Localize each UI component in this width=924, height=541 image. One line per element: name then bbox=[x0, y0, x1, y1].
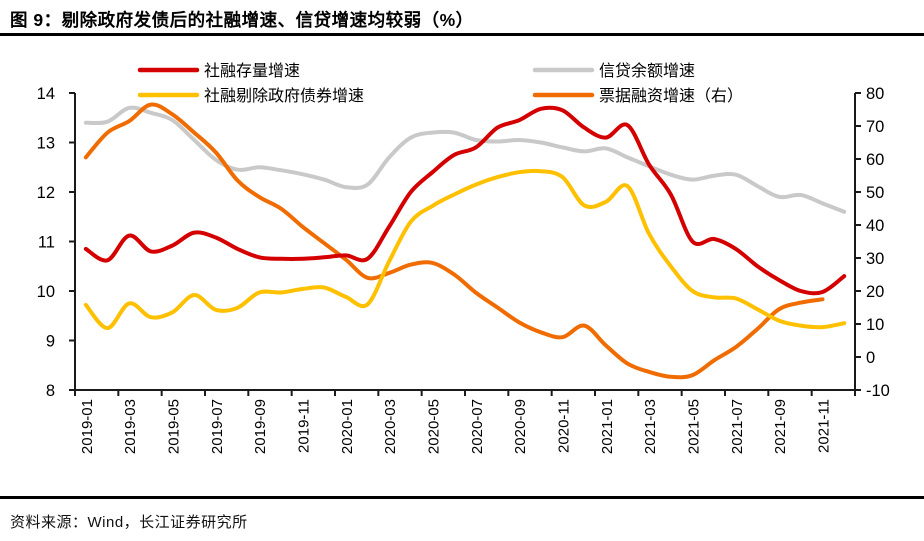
x-tick-label: 2020-05 bbox=[426, 399, 443, 454]
y-axis-left-label: 12 bbox=[37, 184, 55, 202]
source-note: 资料来源：Wind，长江证券研究所 bbox=[10, 514, 248, 531]
x-tick-label: 2020-09 bbox=[512, 399, 529, 454]
legend-label-tsf-ex-gov-bonds: 社融剔除政府债券增速 bbox=[204, 87, 364, 105]
y-axis-left-label: 13 bbox=[37, 135, 55, 153]
y-axis-left-label: 14 bbox=[37, 85, 55, 103]
y-axis-right-label: -10 bbox=[866, 382, 890, 400]
y-axis-left-label: 9 bbox=[46, 333, 55, 351]
x-tick-label: 2021-09 bbox=[772, 399, 789, 454]
figure-title: 图 9：剔除政府发债后的社融增速、信贷增速均较弱（%） bbox=[10, 10, 474, 30]
x-tick-label: 2020-01 bbox=[339, 399, 356, 454]
bill-financing-line bbox=[83, 102, 825, 380]
y-axis-right-label: 60 bbox=[866, 151, 884, 169]
x-tick-label: 2019-01 bbox=[79, 399, 96, 454]
tsf-stock-line bbox=[83, 105, 847, 296]
x-tick-label: 2021-05 bbox=[686, 399, 703, 454]
x-tick-label: 2021-01 bbox=[599, 399, 616, 454]
y-axis-left-label: 8 bbox=[46, 382, 55, 400]
x-tick-label: 2019-05 bbox=[166, 399, 183, 454]
legend-label-tsf-stock: 社融存量增速 bbox=[204, 62, 300, 80]
footer-divider bbox=[0, 496, 924, 499]
x-tick-label: 2020-11 bbox=[556, 399, 573, 453]
y-axis-right-label: 20 bbox=[866, 283, 884, 301]
legend-label-loan-balance: 信贷余额增速 bbox=[599, 61, 695, 80]
y-axis-left-label: 10 bbox=[37, 283, 55, 301]
legend-label-bill-financing: 票据融资增速（右） bbox=[599, 87, 743, 105]
x-tick-label: 2021-07 bbox=[729, 399, 746, 454]
x-tick-label: 2021-03 bbox=[642, 399, 659, 454]
y-axis-left-label: 11 bbox=[38, 234, 55, 252]
x-tick-label: 2021-11 bbox=[816, 399, 833, 453]
y-axis-right-label: 80 bbox=[866, 85, 884, 103]
y-axis-right-label: 30 bbox=[866, 250, 884, 268]
x-tick-label: 2020-03 bbox=[382, 399, 399, 454]
tsf-ex-gov-bonds-line bbox=[83, 168, 847, 331]
y-axis-right-label: 70 bbox=[866, 118, 884, 136]
y-axis-right-label: 40 bbox=[866, 217, 884, 235]
x-tick-label: 2019-07 bbox=[209, 399, 226, 454]
y-axis-right-label: 0 bbox=[866, 349, 875, 367]
y-axis-right-label: 50 bbox=[866, 184, 884, 202]
title-divider bbox=[0, 33, 924, 36]
x-tick-label: 2020-07 bbox=[469, 399, 486, 454]
x-tick-label: 2019-11 bbox=[296, 399, 313, 453]
x-tick-label: 2019-03 bbox=[122, 399, 139, 454]
y-axis-right-label: 10 bbox=[866, 316, 884, 334]
loan-balance-line bbox=[83, 105, 847, 214]
x-tick-label: 2019-09 bbox=[252, 399, 269, 454]
